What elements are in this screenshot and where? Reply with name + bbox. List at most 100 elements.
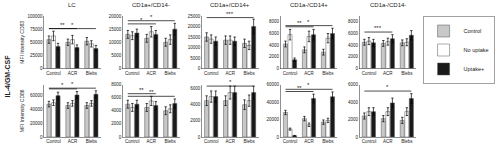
svg-text:*: * <box>140 17 143 23</box>
svg-text:6000: 6000 <box>111 95 122 100</box>
svg-text:Blebs: Blebs <box>165 71 177 76</box>
svg-text:20000: 20000 <box>188 24 201 29</box>
svg-text:Control: Control <box>464 28 482 34</box>
svg-text:Control: Control <box>362 139 377 144</box>
svg-text:CD1a-/CD14-: CD1a-/CD14- <box>370 2 406 8</box>
svg-text:Control: Control <box>125 139 140 144</box>
svg-text:Blebs: Blebs <box>401 139 413 144</box>
svg-text:2000: 2000 <box>348 117 359 122</box>
svg-text:**: ** <box>139 87 144 93</box>
svg-text:20000: 20000 <box>109 14 122 19</box>
svg-text:2000: 2000 <box>348 54 359 59</box>
svg-text:4000: 4000 <box>190 102 201 107</box>
svg-text:0: 0 <box>198 135 201 140</box>
svg-text:25000: 25000 <box>188 14 201 19</box>
svg-text:CD1a-/CD14+: CD1a-/CD14+ <box>290 2 328 8</box>
svg-text:Blebs: Blebs <box>322 71 334 76</box>
svg-text:6000: 6000 <box>348 82 359 87</box>
svg-text:Blebs: Blebs <box>322 139 334 144</box>
svg-text:50000: 50000 <box>30 40 43 45</box>
svg-text:***: *** <box>226 11 234 17</box>
svg-text:6000: 6000 <box>348 31 359 36</box>
svg-text:0: 0 <box>119 66 122 71</box>
svg-text:*: * <box>150 14 153 20</box>
svg-text:15000: 15000 <box>188 35 201 40</box>
svg-text:CD1a+/CD14-: CD1a+/CD14- <box>132 2 170 8</box>
svg-text:8000: 8000 <box>348 19 359 24</box>
svg-text:15000: 15000 <box>109 27 122 32</box>
svg-text:0: 0 <box>277 66 280 71</box>
svg-text:*: * <box>307 82 310 88</box>
svg-text:0: 0 <box>355 135 358 140</box>
svg-text:75000: 75000 <box>30 27 43 32</box>
svg-text:0: 0 <box>355 66 358 71</box>
svg-text:4000: 4000 <box>269 43 280 48</box>
svg-text:ACR: ACR <box>147 139 157 144</box>
svg-text:60000: 60000 <box>267 82 280 87</box>
svg-text:Blebs: Blebs <box>86 139 98 144</box>
svg-text:Blebs: Blebs <box>401 71 413 76</box>
svg-text:*: * <box>307 19 310 25</box>
svg-text:4000: 4000 <box>111 108 122 113</box>
svg-text:2000: 2000 <box>111 121 122 126</box>
svg-text:0: 0 <box>277 135 280 140</box>
svg-text:5000: 5000 <box>190 56 201 61</box>
svg-text:Control: Control <box>125 71 140 76</box>
svg-text:2000: 2000 <box>190 118 201 123</box>
svg-text:ACR: ACR <box>225 71 235 76</box>
svg-text:***: *** <box>374 25 382 31</box>
svg-text:6000: 6000 <box>190 86 201 91</box>
svg-text:10000: 10000 <box>109 40 122 45</box>
svg-text:20000: 20000 <box>30 121 43 126</box>
svg-text:20000: 20000 <box>267 117 280 122</box>
svg-text:MFI Intensity CD86: MFI Intensity CD86 <box>19 89 25 132</box>
svg-text:ACR: ACR <box>304 71 314 76</box>
svg-text:CD1a+/CD14+: CD1a+/CD14+ <box>210 2 250 8</box>
svg-text:ACR: ACR <box>147 71 157 76</box>
svg-text:**: ** <box>60 22 65 28</box>
svg-text:Control: Control <box>204 139 219 144</box>
svg-text:Control: Control <box>283 139 298 144</box>
svg-text:0: 0 <box>198 66 201 71</box>
svg-text:2000: 2000 <box>269 54 280 59</box>
svg-text:Control: Control <box>362 71 377 76</box>
svg-text:6000: 6000 <box>269 31 280 36</box>
svg-text:Control: Control <box>283 71 298 76</box>
svg-text:4000: 4000 <box>348 100 359 105</box>
svg-text:*: * <box>229 79 232 85</box>
svg-text:ACR: ACR <box>383 139 393 144</box>
svg-text:ACR: ACR <box>68 71 78 76</box>
svg-text:MFI Intensity CD83: MFI Intensity CD83 <box>19 21 25 64</box>
svg-text:10000: 10000 <box>188 45 201 50</box>
svg-text:Control: Control <box>46 139 61 144</box>
svg-text:Blebs: Blebs <box>165 139 177 144</box>
svg-text:4000: 4000 <box>348 43 359 48</box>
svg-text:Blebs: Blebs <box>86 71 98 76</box>
svg-text:60000: 60000 <box>30 93 43 98</box>
svg-text:*: * <box>386 84 389 90</box>
svg-text:8000: 8000 <box>269 19 280 24</box>
svg-text:8000: 8000 <box>111 82 122 87</box>
svg-text:**: ** <box>297 85 302 91</box>
svg-text:Uptake+: Uptake+ <box>464 66 485 72</box>
svg-text:ACR: ACR <box>304 139 314 144</box>
svg-text:0: 0 <box>40 135 43 140</box>
svg-text:Control: Control <box>46 71 61 76</box>
svg-text:0: 0 <box>40 66 43 71</box>
svg-text:25000: 25000 <box>30 53 43 58</box>
svg-text:ACR: ACR <box>68 139 78 144</box>
svg-text:40000: 40000 <box>30 107 43 112</box>
svg-text:ACR: ACR <box>225 139 235 144</box>
svg-text:Blebs: Blebs <box>243 71 255 76</box>
svg-text:Control: Control <box>204 71 219 76</box>
svg-text:40000: 40000 <box>267 100 280 105</box>
svg-text:*: * <box>61 82 64 88</box>
svg-text:100000: 100000 <box>27 14 43 19</box>
svg-text:*: * <box>71 22 74 28</box>
svg-text:IL-4/GM-CSF: IL-4/GM-CSF <box>4 55 11 98</box>
svg-text:LC: LC <box>68 2 76 8</box>
svg-text:5000: 5000 <box>111 53 122 58</box>
svg-text:Blebs: Blebs <box>243 139 255 144</box>
svg-text:No uptake: No uptake <box>464 47 489 53</box>
svg-text:**: ** <box>149 89 154 95</box>
